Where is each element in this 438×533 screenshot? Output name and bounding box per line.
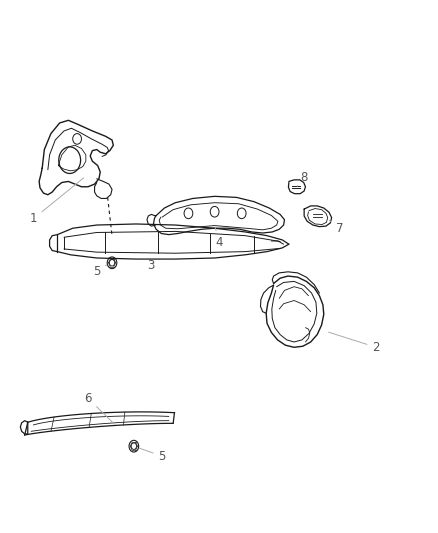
Text: 3: 3 xyxy=(148,253,157,272)
Text: 5: 5 xyxy=(93,265,107,278)
Text: 8: 8 xyxy=(297,171,308,186)
Text: 5: 5 xyxy=(140,448,166,463)
Text: 7: 7 xyxy=(329,220,343,235)
Text: 1: 1 xyxy=(30,178,84,225)
Text: 4: 4 xyxy=(215,228,223,249)
Text: 6: 6 xyxy=(84,392,114,424)
Text: 2: 2 xyxy=(328,332,380,354)
